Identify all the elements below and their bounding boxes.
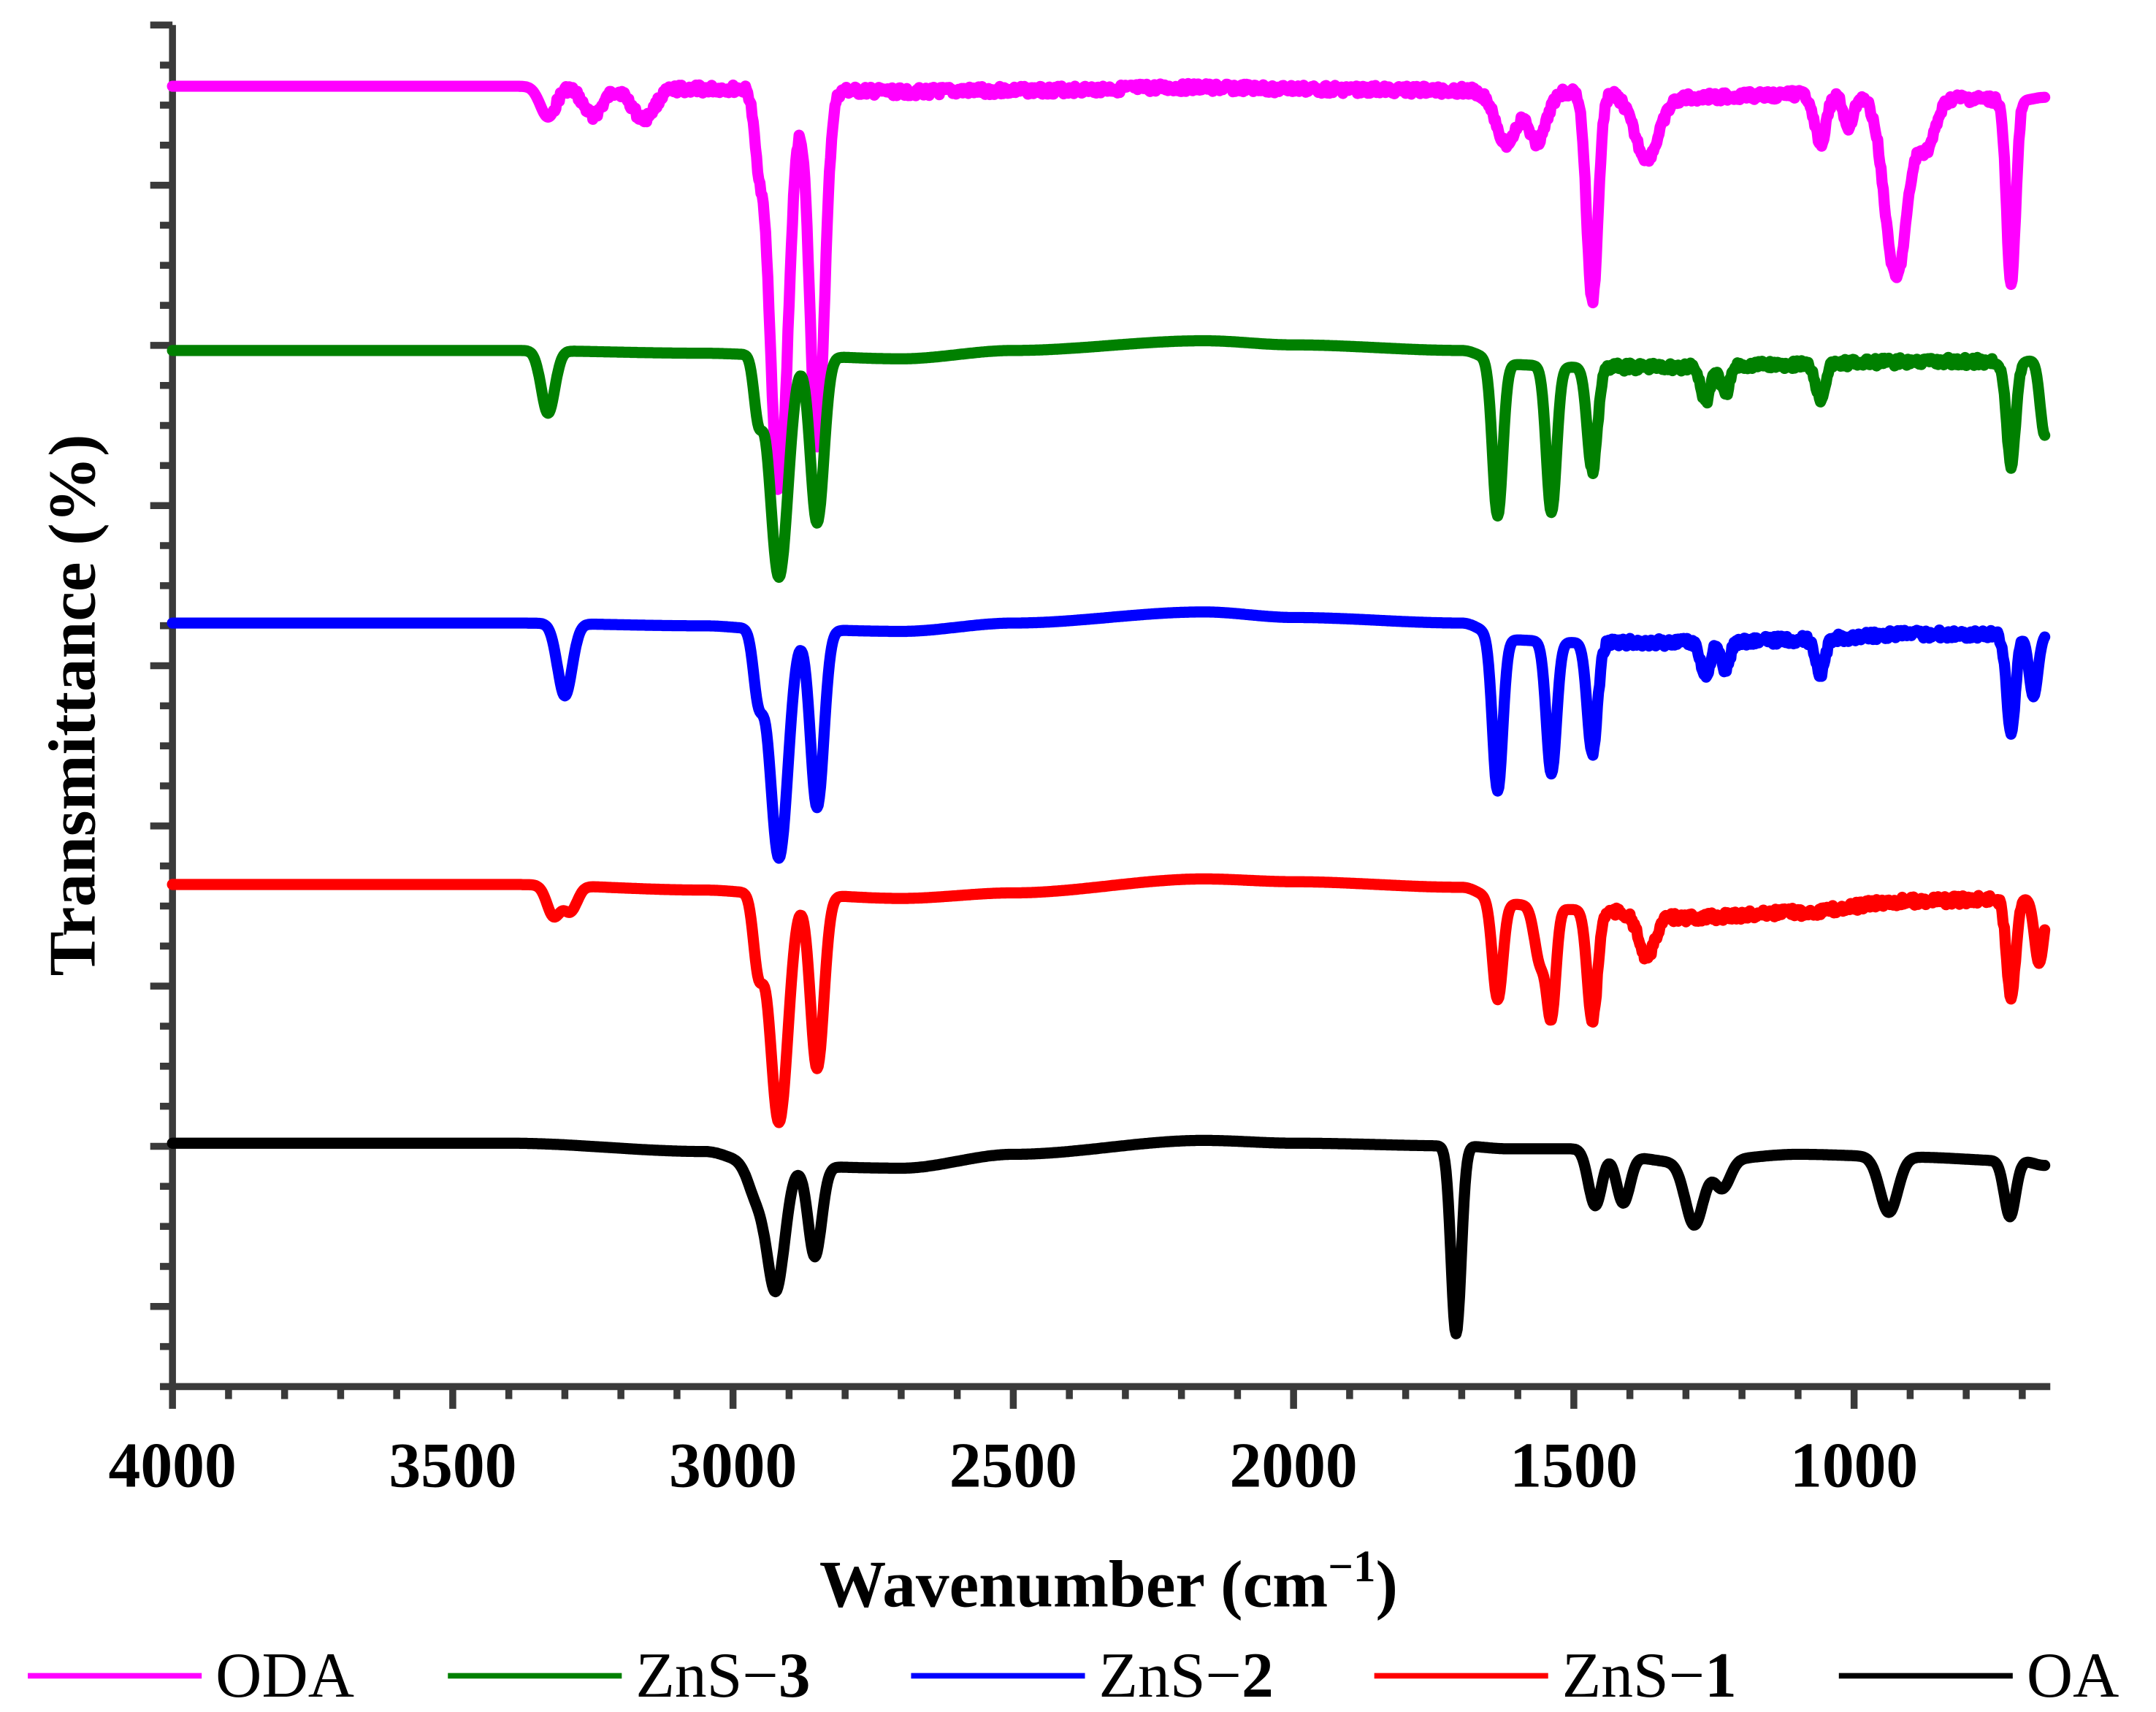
x-tick-label: 1500 <box>1510 1430 1637 1501</box>
x-tick-label: 2000 <box>1230 1430 1358 1501</box>
legend-item: ZnS−3 <box>448 1640 811 1711</box>
series-line-4 <box>167 1134 2051 1340</box>
x-tick-label: 3000 <box>669 1430 797 1501</box>
x-tick-label: 1000 <box>1790 1430 1918 1501</box>
legend-label-text: ODA <box>215 1640 354 1711</box>
legend-label: ZnS−2 <box>1099 1640 1274 1711</box>
legend-label-text: OA <box>2027 1640 2119 1711</box>
legend-label-text: ZnS− <box>1099 1640 1242 1711</box>
x-ticks: 4000 3500 3000 2500 2000 1500 1000 <box>109 1386 2026 1501</box>
legend-label-text: ZnS− <box>635 1640 778 1711</box>
legend-label: OA <box>2027 1640 2119 1711</box>
series-line-0 <box>167 77 2051 495</box>
series-line-1 <box>167 335 2051 584</box>
x-axis-title-sup: −1 <box>1328 1543 1375 1591</box>
legend-label-number: 1 <box>1705 1640 1737 1711</box>
series-line-3 <box>167 873 2051 1128</box>
legend: ODA ZnS−3 ZnS−2 ZnS−1 OA <box>28 1640 2119 1711</box>
y-axis-title: Transmittance (%) <box>35 434 109 976</box>
x-axis: 4000 3500 3000 2500 2000 1500 1000 <box>109 1383 2051 1501</box>
x-axis-title-main: Wavenumber (cm <box>819 1547 1328 1621</box>
legend-label: ZnS−1 <box>1562 1640 1737 1711</box>
y-axis <box>150 21 176 1391</box>
legend-label: ZnS−3 <box>635 1640 810 1711</box>
legend-label: ODA <box>215 1640 354 1711</box>
legend-label-number: 2 <box>1242 1640 1274 1711</box>
x-axis-title: Wavenumber (cm−1) <box>819 1543 1398 1621</box>
x-tick-label: 4000 <box>109 1430 237 1501</box>
x-tick-label: 3500 <box>389 1430 516 1501</box>
series-line-2 <box>167 606 2051 864</box>
legend-label-number: 3 <box>779 1640 811 1711</box>
legend-item: ZnS−1 <box>1374 1640 1737 1711</box>
series-group <box>167 77 2051 1340</box>
legend-item: ZnS−2 <box>911 1640 1274 1711</box>
legend-item: ODA <box>28 1640 354 1711</box>
legend-item: OA <box>1838 1640 2119 1711</box>
x-tick-label: 2500 <box>949 1430 1077 1501</box>
y-ticks <box>150 21 173 1391</box>
x-axis-title-close: ) <box>1375 1547 1397 1621</box>
legend-label-text: ZnS− <box>1562 1640 1705 1711</box>
